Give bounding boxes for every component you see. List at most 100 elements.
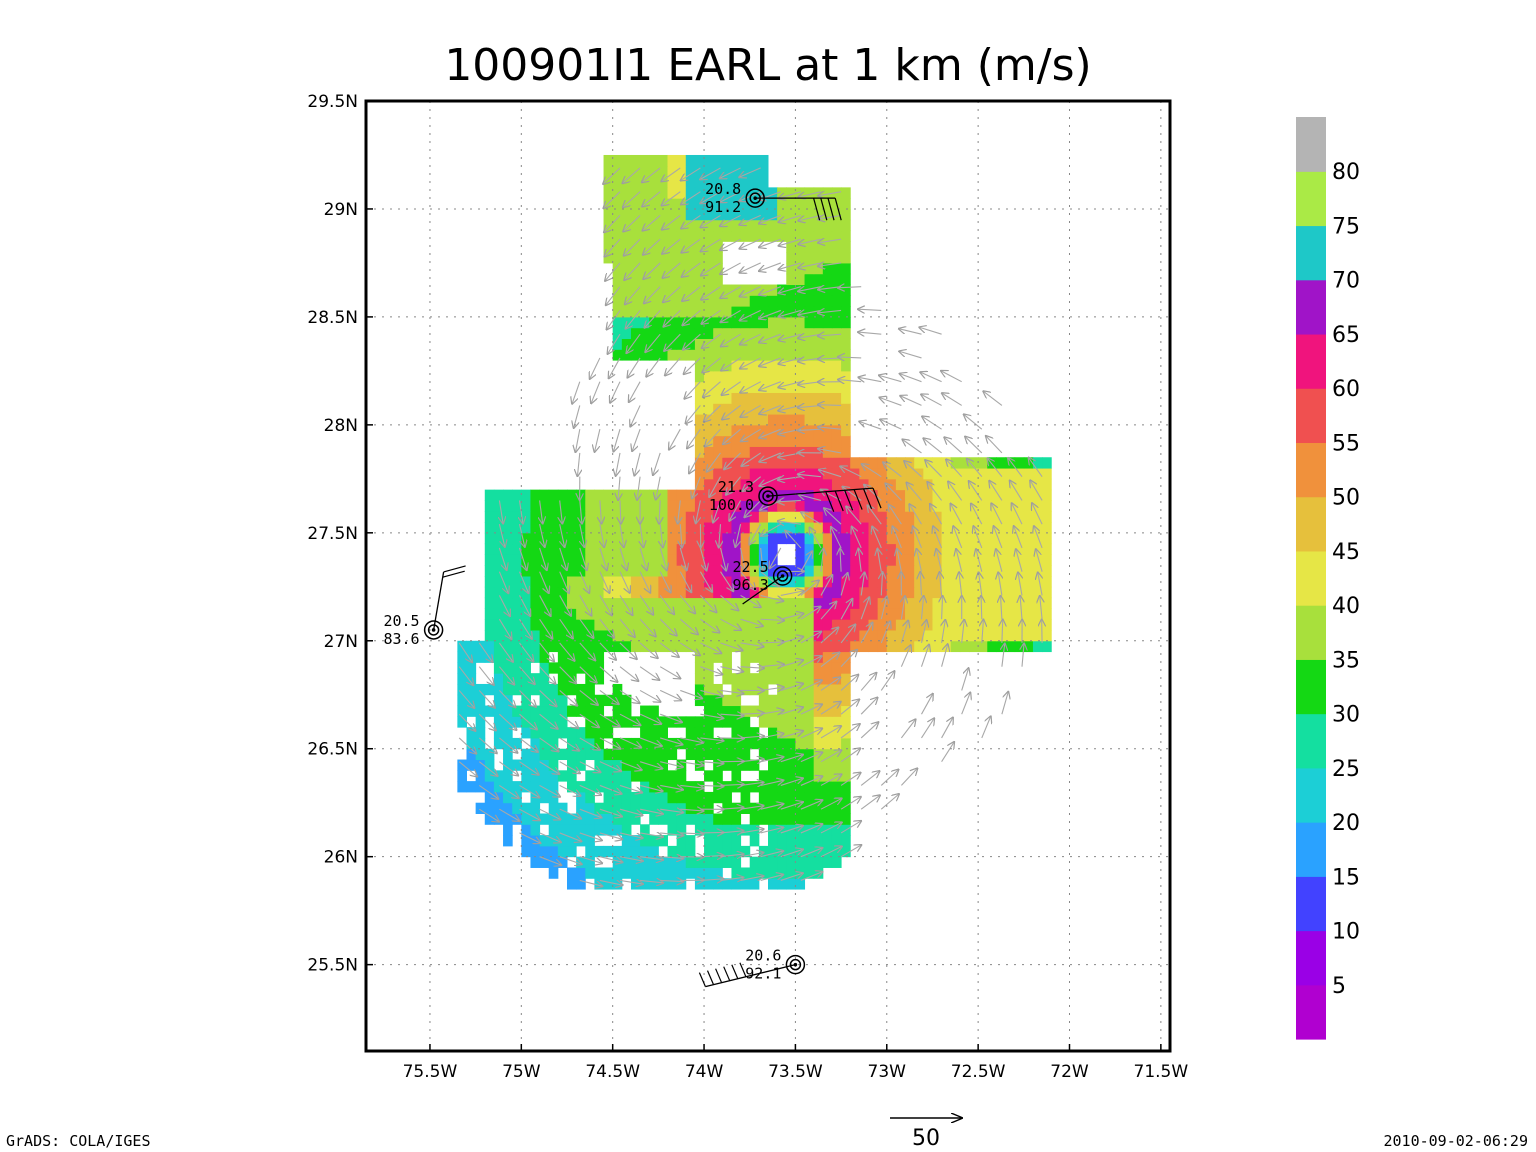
speed-cell — [640, 295, 650, 307]
wind-vector — [785, 531, 802, 549]
speed-cell — [667, 349, 678, 361]
speed-cell — [530, 824, 541, 836]
speed-cell — [475, 694, 486, 707]
speed-cell — [649, 230, 659, 242]
speed-cell — [612, 781, 623, 793]
wind-vector — [780, 802, 803, 810]
speed-cell — [831, 554, 842, 566]
speed-cell — [713, 565, 723, 577]
speed-cell — [640, 608, 650, 620]
speed-cell — [1005, 629, 1016, 642]
speed-cell — [484, 522, 495, 534]
speed-cell — [676, 554, 687, 566]
speed-cell — [740, 640, 751, 653]
wind-vector — [539, 547, 547, 570]
speed-cell — [530, 759, 541, 771]
speed-cell — [1014, 532, 1025, 545]
wind-vector — [798, 474, 822, 476]
speed-cell — [914, 629, 924, 642]
speed-cell — [969, 640, 979, 653]
wind-vector — [720, 642, 742, 650]
speed-cell — [850, 565, 860, 577]
speed-cell — [1023, 608, 1034, 620]
speed-cell — [1042, 468, 1052, 480]
speed-cell — [630, 629, 641, 642]
wind-vector — [987, 458, 1003, 478]
speed-cell — [585, 640, 595, 653]
speed-cell — [731, 597, 742, 609]
speed-cell — [704, 554, 714, 566]
station-inner-circle — [762, 490, 774, 502]
speed-cell — [548, 802, 559, 814]
speed-cell — [740, 716, 751, 728]
station-value-1: 20.6 — [745, 947, 781, 965]
wind-vector — [780, 707, 803, 715]
speed-cell — [914, 511, 924, 523]
wind-vector — [1032, 503, 1043, 525]
speed-cell — [758, 511, 769, 523]
speed-cell — [813, 230, 824, 242]
wind-barb-feather — [834, 490, 844, 512]
speed-cell — [621, 543, 632, 555]
speed-cell — [694, 856, 705, 868]
speed-cell — [640, 802, 650, 814]
speed-cell — [694, 468, 705, 480]
speed-cell — [503, 727, 513, 739]
speed-cell — [557, 597, 568, 609]
speed-cell — [503, 759, 513, 771]
speed-cell — [996, 457, 1007, 469]
speed-cell — [521, 802, 531, 814]
speed-cell — [1014, 586, 1025, 599]
wind-vector — [604, 191, 621, 208]
speed-cell — [621, 565, 632, 577]
wind-barb-shaft — [705, 964, 796, 988]
station-value-2: 92.1 — [745, 965, 781, 983]
speed-cell — [731, 392, 742, 404]
speed-cell — [886, 565, 897, 577]
speed-cell — [475, 683, 486, 696]
speed-cell — [612, 791, 623, 804]
wind-vector — [760, 827, 784, 834]
speed-cell — [484, 586, 495, 599]
speed-cell — [630, 230, 641, 242]
speed-cell — [694, 586, 705, 599]
speed-cell — [722, 306, 732, 318]
speed-cell — [694, 737, 705, 750]
wind-vector — [559, 832, 582, 841]
speed-cell — [694, 694, 705, 707]
speed-cell — [905, 478, 915, 491]
speed-cell — [621, 824, 632, 836]
wind-vector — [1030, 480, 1043, 501]
speed-cell — [804, 252, 815, 264]
wind-vector — [721, 381, 741, 395]
wind-vector — [860, 623, 872, 644]
wind-vector — [646, 357, 661, 377]
wind-vector — [616, 452, 620, 476]
colorbar-swatch — [1296, 822, 1326, 877]
speed-cell — [1005, 532, 1016, 545]
speed-cell — [731, 468, 742, 480]
speed-cell — [768, 338, 778, 350]
wind-vector — [613, 429, 621, 451]
speed-cell — [585, 532, 595, 545]
speed-cell — [475, 802, 486, 814]
speed-cell — [1032, 576, 1043, 588]
speed-cell — [704, 824, 714, 836]
speed-cell — [758, 554, 769, 566]
speed-cell — [694, 176, 705, 188]
colorbar-label: 30 — [1332, 703, 1360, 728]
speed-cell — [886, 489, 897, 501]
speed-cell — [539, 619, 550, 631]
wind-vector — [623, 215, 641, 231]
speed-cell — [557, 554, 568, 566]
speed-cell — [640, 791, 650, 804]
speed-cell — [493, 500, 504, 512]
wind-vector — [800, 607, 821, 620]
speed-cell — [768, 511, 778, 523]
speed-cell — [612, 230, 623, 242]
speed-cell — [786, 867, 796, 879]
speed-cell — [466, 662, 477, 674]
speed-cell — [923, 576, 933, 588]
speed-cell — [804, 219, 815, 232]
speed-cell — [713, 770, 723, 782]
